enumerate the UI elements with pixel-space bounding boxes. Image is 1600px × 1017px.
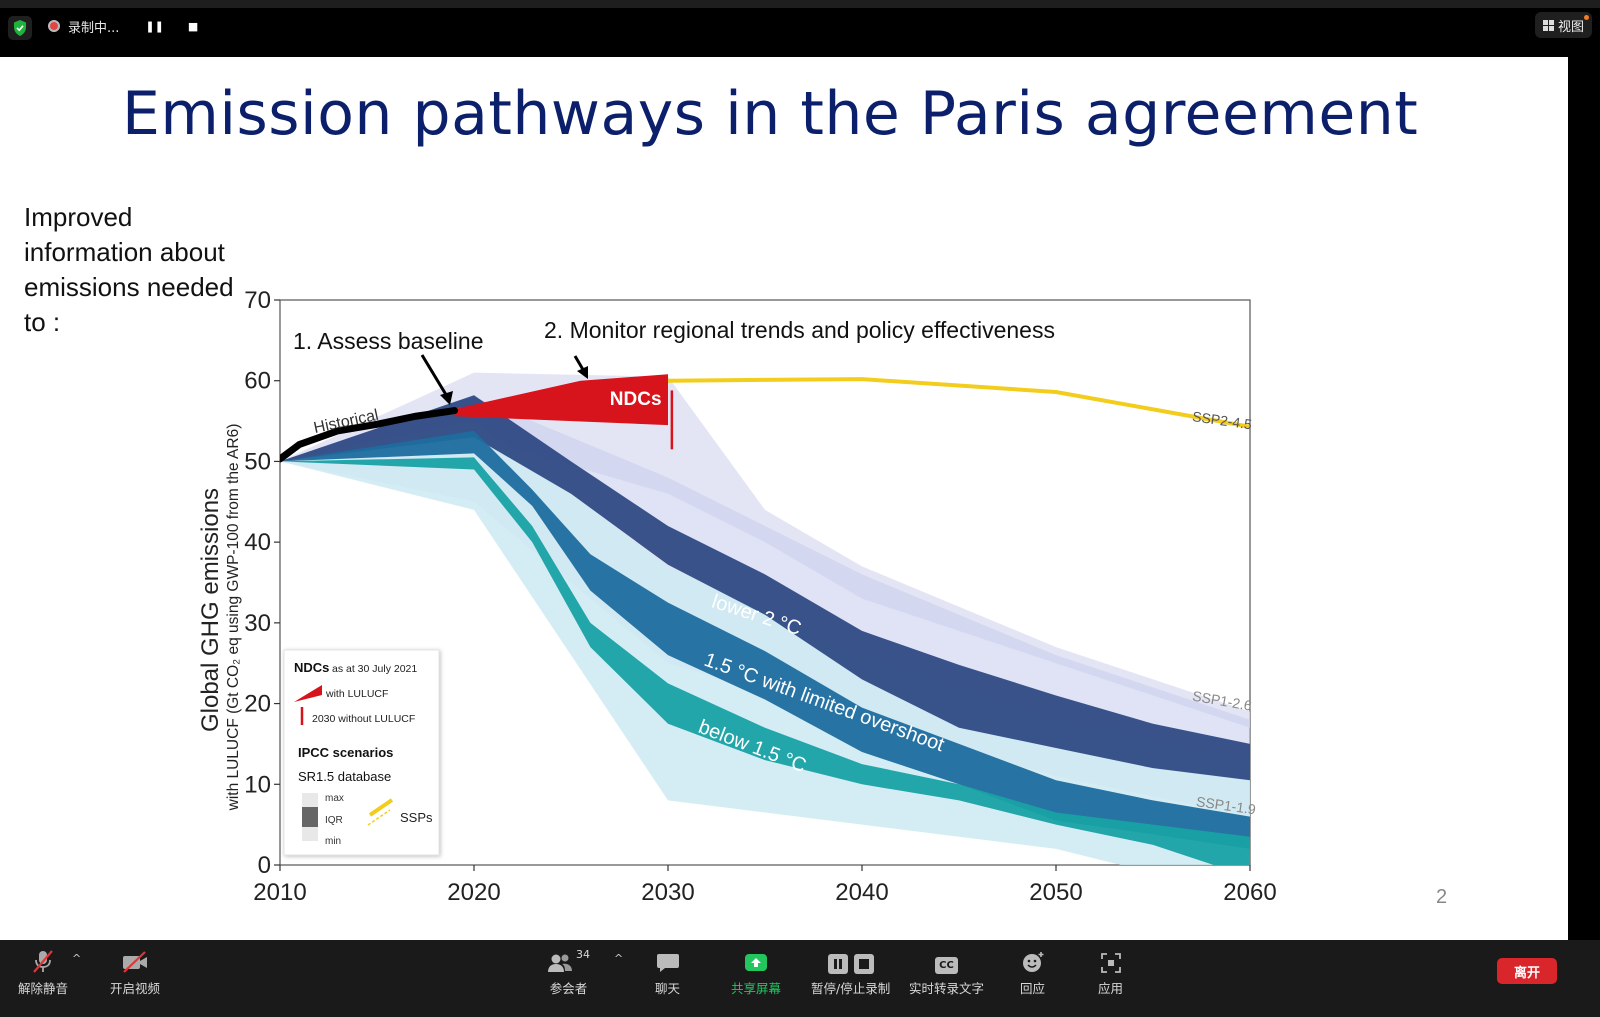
legend-iqr-swatch <box>302 807 318 827</box>
chat-button[interactable]: 聊天 <box>655 948 680 998</box>
participants-icon <box>548 954 572 972</box>
annotation-assess-baseline: 1. Assess baseline <box>293 328 484 354</box>
x-tick-label: 2050 <box>1029 879 1082 906</box>
live-transcript-button[interactable]: CC 实时转录文字 <box>909 948 984 998</box>
assess-arrow <box>420 354 450 399</box>
annotation-monitor: 2. Monitor regional trends and policy ef… <box>544 317 1055 343</box>
meeting-toolbar: 解除静音 ^ 开启视频 34 参会者 ^ 聊天 共享屏幕 暂停/停止录制 CC … <box>0 940 1600 1017</box>
recording-label: 录制中... <box>68 20 120 36</box>
y-tick-label: 60 <box>244 368 271 395</box>
y-tick-label: 50 <box>244 448 271 475</box>
legend-ndcs-date: as at 30 July 2021 <box>332 663 417 675</box>
y-axis-label-main: Global GHG emissions <box>197 488 224 732</box>
legend-max: max <box>325 793 344 804</box>
muted-microphone-icon <box>33 950 53 973</box>
legend-ndc-wedge-icon <box>294 685 322 702</box>
grid-view-icon <box>1542 19 1554 31</box>
pause-stop-recording-button[interactable]: 暂停/停止录制 <box>811 948 890 998</box>
captions-label: 实时转录文字 <box>909 981 985 996</box>
reactions-label: 回应 <box>1020 981 1046 996</box>
emissions-chart: 2010 2020 2030 2040 2050 2060010203040506070 … <box>197 287 1277 906</box>
legend-with-luluf: with LULUCF <box>325 688 388 700</box>
video-off-icon <box>123 951 147 973</box>
share-screen-icon <box>745 954 767 971</box>
x-tick-label: 2020 <box>447 879 500 906</box>
start-video-button[interactable]: 开启视频 <box>110 948 160 998</box>
share-screen-label: 共享屏幕 <box>731 981 782 996</box>
chat-icon <box>656 954 679 972</box>
y-tick-label: 40 <box>244 529 271 556</box>
y-tick-label: 0 <box>258 852 271 879</box>
legend-min: min <box>325 836 341 847</box>
legend-ssp-line-icon <box>368 798 394 817</box>
page-number: 2 <box>1436 886 1448 908</box>
shared-slide: Emission pathways in the Paris agreement… <box>0 57 1568 940</box>
unmute-label: 解除静音 <box>18 981 69 996</box>
legend-ipcc-title: IPCC scenarios <box>298 745 393 760</box>
legend-sr15: SR1.5 database <box>298 769 391 784</box>
y-tick-label: 10 <box>244 771 271 798</box>
pause-icon <box>827 954 848 974</box>
stop-recording-icon[interactable]: ■ <box>187 19 199 33</box>
y-tick-label: 20 <box>244 691 271 718</box>
ndcs-label: NDCs <box>610 389 662 410</box>
band-lower-2c <box>280 395 1250 781</box>
monitor-arrowhead <box>577 366 588 379</box>
legend-max-swatch <box>302 793 318 807</box>
participants-button[interactable]: 34 参会者 <box>547 948 590 998</box>
x-tick-label: 2040 <box>835 879 888 906</box>
view-label: 视图 <box>1557 19 1584 35</box>
record-label: 暂停/停止录制 <box>811 981 891 996</box>
top-bar: 录制中... ❚❚ ■ 视图 <box>0 0 1600 57</box>
legend-iqr: IQR <box>325 815 343 826</box>
view-button[interactable]: 视图 <box>1534 12 1592 38</box>
participants-label: 参会者 <box>549 981 588 996</box>
participant-count: 34 <box>576 948 590 961</box>
reactions-button[interactable]: 回应 <box>1020 948 1045 998</box>
audio-options-caret[interactable]: ^ <box>72 952 82 965</box>
chat-label: 聊天 <box>655 981 681 996</box>
security-shield-icon[interactable] <box>8 16 32 40</box>
historical-line <box>280 407 459 463</box>
participants-options-caret[interactable]: ^ <box>614 952 624 965</box>
share-screen-button[interactable]: 共享屏幕 <box>731 948 781 998</box>
stop-icon <box>853 954 874 974</box>
unmute-button[interactable]: 解除静音 <box>18 948 68 998</box>
notification-dot <box>1584 15 1589 20</box>
y-tick-label: 70 <box>244 287 271 314</box>
envelope-15c <box>280 421 1250 865</box>
apps-button[interactable]: 应用 <box>1098 948 1123 998</box>
y-tick-label: 30 <box>244 610 271 637</box>
apps-label: 应用 <box>1098 981 1124 996</box>
legend-min-swatch <box>302 827 318 841</box>
chart-legend: NDCs as at 30 July 2021 with LULUCF 2030… <box>283 649 440 856</box>
leave-button[interactable]: 离开 <box>1497 958 1557 984</box>
side-note: Improved information about emissions nee… <box>24 202 234 337</box>
band-1-5c-overshoot <box>280 430 1250 849</box>
apps-icon <box>1100 953 1121 973</box>
legend-ssp-dash-icon <box>367 809 391 826</box>
legend-ssps: SSPs <box>400 810 433 825</box>
x-tick-label: 2060 <box>1223 879 1276 906</box>
captions-icon: CC <box>935 957 958 974</box>
y-axis-label-sub: with LULUCF (Gt CO₂ eq using GWP-100 fro… <box>225 424 242 812</box>
pause-recording-icon[interactable]: ❚❚ <box>145 19 164 33</box>
recording-dot-icon <box>48 20 60 32</box>
smiley-icon <box>1022 952 1043 972</box>
assess-arrowhead <box>440 391 453 405</box>
start-video-label: 开启视频 <box>110 981 161 996</box>
x-tick-label: 2010 <box>253 879 306 906</box>
recording-indicator: 录制中... ❚❚ ■ <box>48 14 198 38</box>
legend-ndcs-title: NDCs <box>294 660 329 675</box>
x-tick-label: 2030 <box>641 879 694 906</box>
slide-title: Emission pathways in the Paris agreement <box>122 79 1419 149</box>
legend-without-luluf: 2030 without LULUCF <box>312 713 415 725</box>
ndc-wedge <box>454 374 668 426</box>
